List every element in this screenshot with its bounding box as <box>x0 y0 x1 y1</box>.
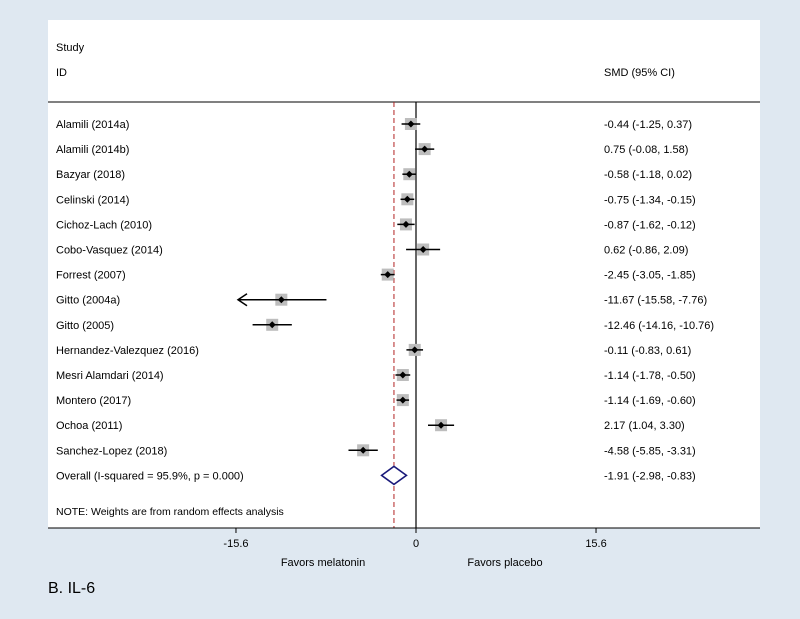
x-tick-label: 0 <box>413 538 419 550</box>
study-ci-text: -0.11 (-0.83, 0.61) <box>604 345 691 357</box>
study-label: Hernandez-Valezquez (2016) <box>56 345 199 357</box>
id-column-header: ID <box>56 67 67 79</box>
study-ci-text: -0.58 (-1.18, 0.02) <box>604 169 692 181</box>
study-row: Ochoa (2011) 2.17 (1.04, 3.30) <box>56 419 685 432</box>
study-ci-text: -4.58 (-5.85, -3.31) <box>604 445 696 457</box>
study-label: Cichoz-Lach (2010) <box>56 219 152 231</box>
study-label: Sanchez-Lopez (2018) <box>56 445 167 457</box>
study-label: Cobo-Vasquez (2014) <box>56 245 163 257</box>
effect-column-header: SMD (95% CI) <box>604 67 675 79</box>
study-point-estimate <box>403 195 411 203</box>
study-point-estimate <box>268 321 276 329</box>
study-label: Celinski (2014) <box>56 194 129 206</box>
study-row: Cobo-Vasquez (2014) 0.62 (-0.86, 2.09) <box>56 243 688 257</box>
study-ci-text: 0.62 (-0.86, 2.09) <box>604 245 688 257</box>
study-row: Montero (2017) -1.14 (-1.69, -0.60) <box>56 394 696 407</box>
study-column-header: Study <box>56 42 85 54</box>
study-ci-text: -12.46 (-14.16, -10.76) <box>604 320 714 332</box>
study-point-estimate <box>402 220 410 228</box>
study-row: Forrest (2007) -2.45 (-3.05, -1.85) <box>56 268 696 282</box>
study-ci-text: -0.75 (-1.34, -0.15) <box>604 194 696 206</box>
study-point-estimate <box>399 371 407 379</box>
study-label: Ochoa (2011) <box>56 420 122 432</box>
x-tick-label: -15.6 <box>223 538 248 550</box>
study-ci-text: 2.17 (1.04, 3.30) <box>604 420 685 432</box>
overall-ci-text: -1.91 (-2.98, -0.83) <box>604 470 696 482</box>
study-ci-text: -1.14 (-1.78, -0.50) <box>604 370 696 382</box>
study-label: Alamili (2014b) <box>56 144 129 156</box>
study-row: Hernandez-Valezquez (2016) -0.11 (-0.83, … <box>56 343 691 357</box>
study-ci-text: -11.67 (-15.58, -7.76) <box>604 295 707 307</box>
study-ci-truncation-arrow <box>236 293 248 307</box>
study-point-estimate <box>411 346 419 354</box>
figure-label: B. IL-6 <box>48 580 95 597</box>
study-point-estimate <box>359 446 367 454</box>
plot-background <box>48 20 760 528</box>
study-ci-text: -0.87 (-1.62, -0.12) <box>604 219 696 231</box>
overall-diamond <box>380 465 408 486</box>
study-label: Gitto (2004a) <box>56 295 120 307</box>
study-point-estimate <box>405 170 413 178</box>
study-row: Alamili (2014b) 0.75 (-0.08, 1.58) <box>56 143 688 156</box>
study-row: Gitto (2005) -12.46 (-14.16, -10.76) <box>56 318 714 332</box>
study-label: Bazyar (2018) <box>56 169 125 181</box>
study-point-estimate <box>419 246 427 253</box>
study-point-estimate <box>384 271 392 279</box>
favors-melatonin-label: Favors melatonin <box>281 557 365 569</box>
study-ci-text: -1.14 (-1.69, -0.60) <box>604 395 696 407</box>
study-point-estimate <box>407 120 415 128</box>
study-row: Sanchez-Lopez (2018) -4.58 (-5.85, -3.31) <box>56 444 696 457</box>
study-row: Bazyar (2018) -0.58 (-1.18, 0.02) <box>56 168 692 181</box>
study-row: Alamili (2014a) -0.44 (-1.25, 0.37) <box>56 118 692 131</box>
study-ci-text: 0.75 (-0.08, 1.58) <box>604 144 688 156</box>
weights-note: NOTE: Weights are from random effects an… <box>56 506 284 518</box>
x-axis-ticks: -15.6 0 15.6 <box>223 528 607 550</box>
study-point-estimate <box>399 396 407 404</box>
study-row: Celinski (2014) -0.75 (-1.34, -0.15) <box>56 193 696 206</box>
study-label: Montero (2017) <box>56 395 131 407</box>
study-row: Mesri Alamdari (2014) -1.14 (-1.78, -0.50… <box>56 369 696 382</box>
overall-label: Overall (I-squared = 95.9%, p = 0.000) <box>56 470 244 482</box>
study-point-estimate <box>437 421 445 429</box>
study-label: Mesri Alamdari (2014) <box>56 370 164 382</box>
favors-placebo-label: Favors placebo <box>467 557 542 569</box>
study-point-estimate <box>277 296 285 304</box>
study-ci-text: -0.44 (-1.25, 0.37) <box>604 119 692 131</box>
study-point-estimate <box>421 145 429 153</box>
study-label: Alamili (2014a) <box>56 119 129 131</box>
study-label: Forrest (2007) <box>56 270 126 282</box>
study-label: Gitto (2005) <box>56 320 114 332</box>
study-ci-text: -2.45 (-3.05, -1.85) <box>604 270 696 282</box>
study-row: Gitto (2004a) -11.67 (-15.58, -7.76) <box>56 293 707 307</box>
study-row: Cichoz-Lach (2010) -0.87 (-1.62, -0.12) <box>56 218 696 231</box>
overall-row: Overall (I-squared = 95.9%, p = 0.000) -1… <box>56 465 696 486</box>
x-tick-label: 15.6 <box>585 538 606 550</box>
study-rows: Alamili (2014a) -0.44 (-1.25, 0.37)Alamil… <box>56 118 714 486</box>
